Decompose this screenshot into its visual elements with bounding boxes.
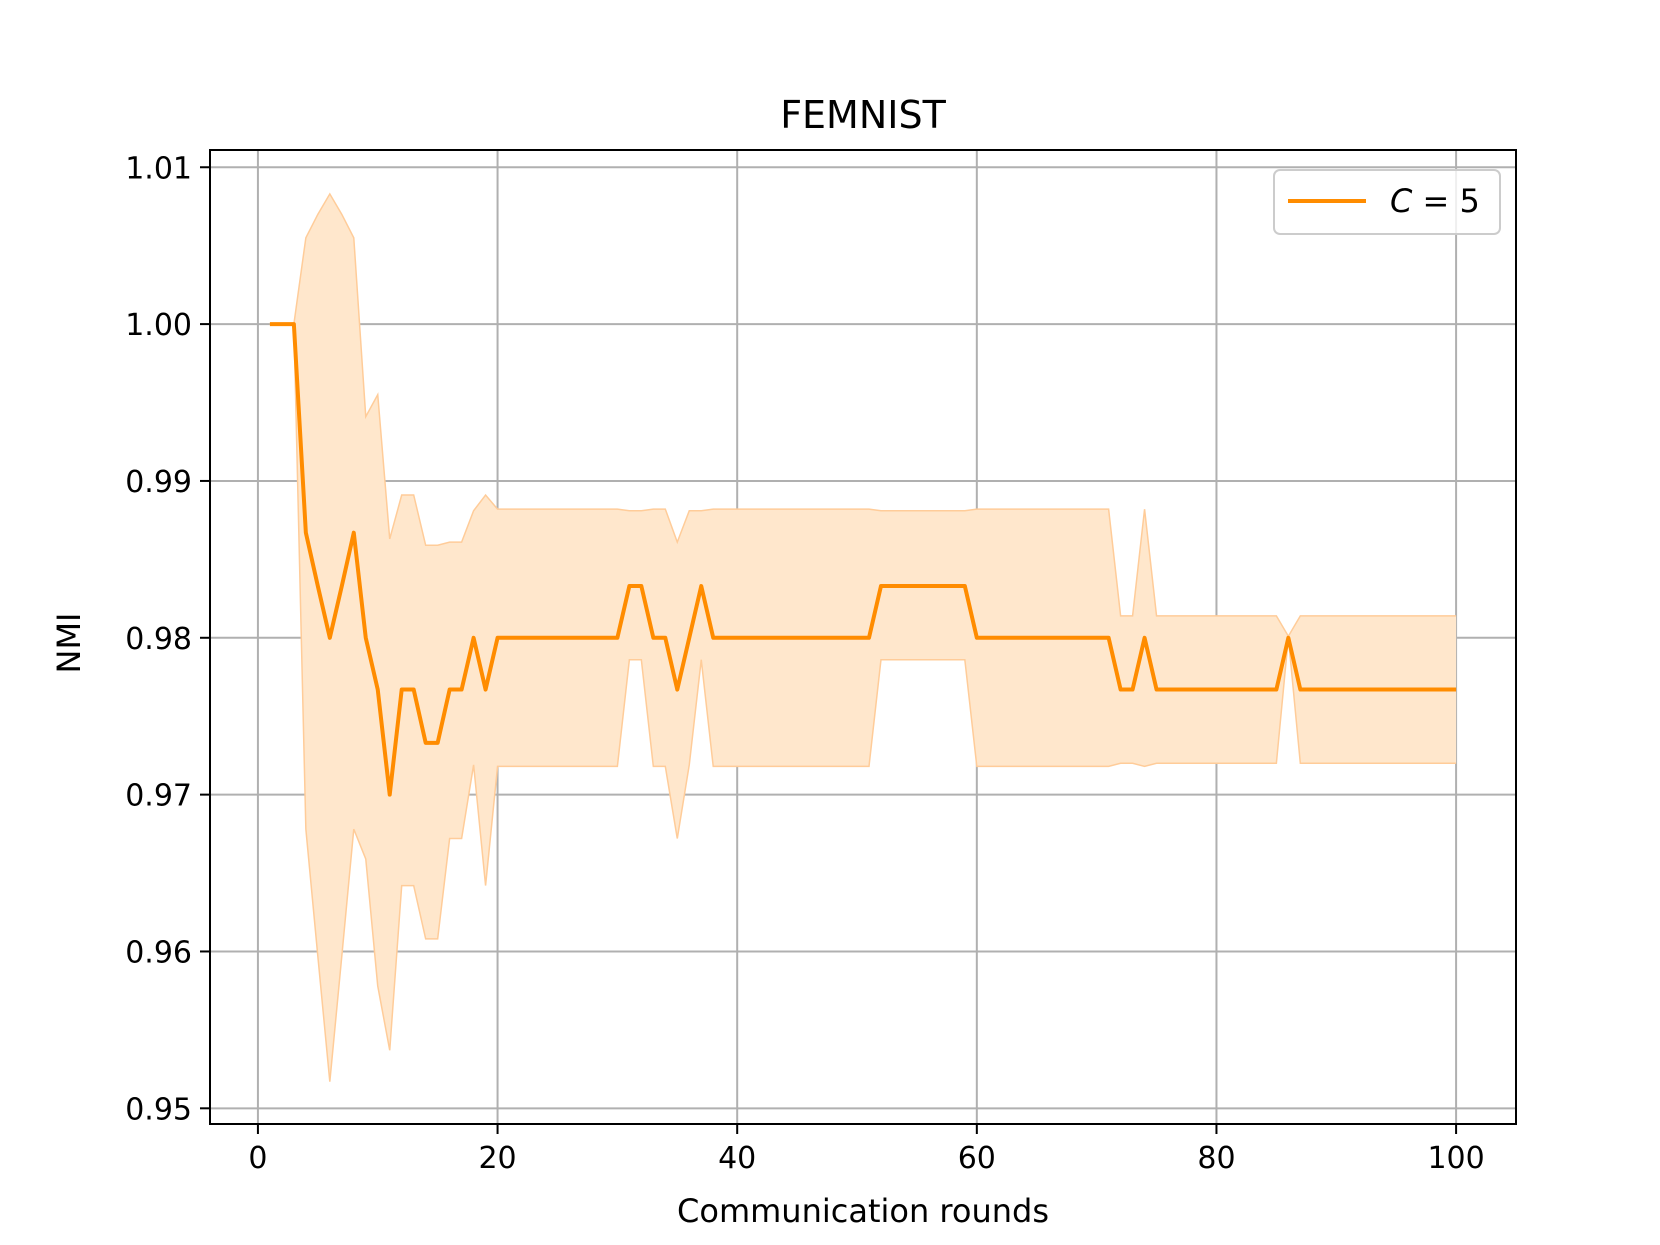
x-axis-ticks: 0 20 40 60 80 100 bbox=[248, 1124, 1485, 1176]
chart-title: FEMNIST bbox=[780, 93, 946, 137]
y-tick-label: 1.01 bbox=[125, 151, 192, 186]
x-tick-label: 40 bbox=[718, 1141, 756, 1176]
y-tick-label: 0.96 bbox=[125, 935, 192, 970]
y-axis-ticks: 0.95 0.96 0.97 0.98 0.99 1.00 1.01 bbox=[125, 151, 210, 1127]
legend-label-val: 5 bbox=[1460, 182, 1480, 220]
x-tick-label: 80 bbox=[1197, 1141, 1235, 1176]
y-tick-label: 0.99 bbox=[125, 465, 192, 500]
legend-label: C = 5 bbox=[1390, 182, 1480, 220]
y-tick-label: 1.00 bbox=[125, 308, 192, 343]
band-upper-edge bbox=[269, 192, 1457, 638]
legend-box bbox=[1273, 169, 1501, 235]
y-tick-label: 0.97 bbox=[125, 779, 192, 814]
x-tick-label: 20 bbox=[478, 1141, 516, 1176]
y-tick-label: 0.95 bbox=[125, 1092, 192, 1127]
x-axis-label: Communication rounds bbox=[677, 1192, 1049, 1230]
x-tick-label: 100 bbox=[1427, 1141, 1484, 1176]
legend-label-op: = bbox=[1412, 182, 1459, 220]
y-axis-label: NMI bbox=[50, 613, 88, 674]
band-lower-edge bbox=[269, 323, 1457, 1082]
legend: C = 5 bbox=[1273, 169, 1501, 235]
series-line-c5 bbox=[269, 322, 1457, 797]
legend-label-var: C bbox=[1390, 182, 1413, 220]
x-tick-label: 0 bbox=[248, 1141, 267, 1176]
y-tick-label: 0.98 bbox=[125, 622, 192, 657]
x-tick-label: 60 bbox=[958, 1141, 996, 1176]
